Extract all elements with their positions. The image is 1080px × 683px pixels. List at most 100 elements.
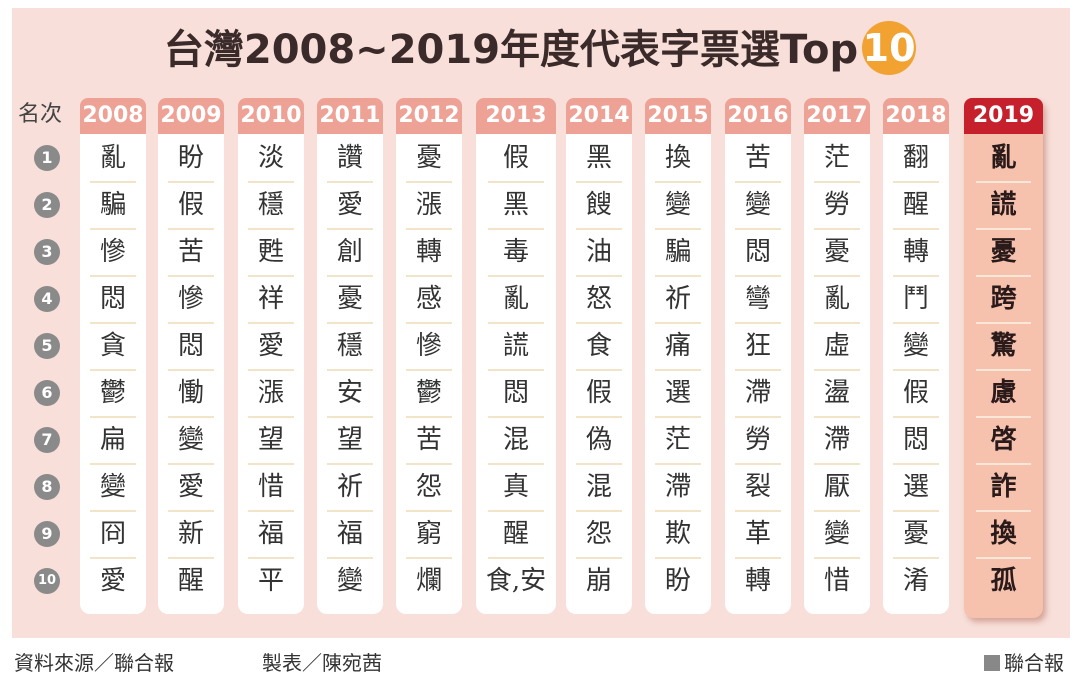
year-column: 2019 亂謊憂跨驚慮啓詐換孤 <box>964 98 1043 618</box>
word-cell: 食 <box>585 331 612 361</box>
word-cell: 假 <box>902 378 929 408</box>
row-divider <box>734 557 782 559</box>
word-cell: 變 <box>664 190 691 220</box>
row-divider <box>326 369 374 371</box>
word-cell: 悶 <box>744 237 771 267</box>
row-divider <box>654 322 702 324</box>
word-cell: 混 <box>585 472 612 502</box>
row-divider <box>488 463 544 465</box>
word-cell: 謊 <box>502 331 529 361</box>
row-divider <box>89 463 137 465</box>
year-column: 2011 讚愛創憂穩安望祈福變 <box>317 98 383 614</box>
rank-number-icon: 3 <box>34 239 60 265</box>
year-column: 2009 盼假苦慘悶慟變愛新醒 <box>158 98 224 614</box>
word-cell: 慘 <box>99 237 126 267</box>
word-cell: 醒 <box>502 519 529 549</box>
row-divider <box>734 369 782 371</box>
row-divider <box>734 275 782 277</box>
row-divider <box>405 416 453 418</box>
year-header: 2015 <box>645 98 711 134</box>
word-cell: 醒 <box>902 190 929 220</box>
row-divider <box>892 369 940 371</box>
year-column: 2013 假黑毒亂謊悶混真醒食,安 <box>476 98 556 614</box>
year-column: 2010 淡穩甦祥愛漲望惜福平 <box>238 98 304 614</box>
word-cell: 慮 <box>990 378 1017 408</box>
row-divider <box>813 275 861 277</box>
row-divider <box>575 369 623 371</box>
row-divider <box>488 181 544 183</box>
word-cell: 選 <box>664 378 691 408</box>
row-divider <box>326 275 374 277</box>
word-cell: 望 <box>257 425 284 455</box>
row-divider <box>89 181 137 183</box>
word-cell: 偽 <box>585 425 612 455</box>
word-cell: 穩 <box>257 190 284 220</box>
row-divider <box>892 416 940 418</box>
row-divider <box>734 510 782 512</box>
row-divider <box>892 557 940 559</box>
word-cell: 黑 <box>585 143 612 173</box>
row-divider <box>654 557 702 559</box>
row-divider <box>89 557 137 559</box>
word-cell: 選 <box>902 472 929 502</box>
word-cell: 騙 <box>664 237 691 267</box>
word-cell: 孤 <box>990 566 1017 596</box>
word-cell: 平 <box>257 566 284 596</box>
word-cell: 茫 <box>823 143 850 173</box>
row-divider <box>326 510 374 512</box>
row-divider <box>734 463 782 465</box>
word-cell: 福 <box>257 519 284 549</box>
year-header: 2012 <box>396 98 462 134</box>
year-column: 2015 換變騙祈痛選茫滯欺盼 <box>645 98 711 614</box>
word-cell: 黑 <box>502 190 529 220</box>
row-divider <box>734 228 782 230</box>
word-cell: 漲 <box>415 190 442 220</box>
row-divider <box>247 463 295 465</box>
word-cell: 盼 <box>177 143 204 173</box>
year-column: 2008 亂騙慘悶貪鬱扁變冏愛 <box>80 98 146 614</box>
word-cell: 詐 <box>990 472 1017 502</box>
row-divider <box>734 181 782 183</box>
word-cell: 亂 <box>990 143 1017 173</box>
word-cell: 假 <box>177 190 204 220</box>
word-cell: 扁 <box>99 425 126 455</box>
word-cell: 亂 <box>823 284 850 314</box>
row-divider <box>813 228 861 230</box>
brand-square-icon <box>984 655 1000 671</box>
word-cell: 悶 <box>177 331 204 361</box>
word-cell: 狂 <box>744 331 771 361</box>
year-column: 2016 苦變悶彎狂滯勞裂革轉 <box>725 98 791 614</box>
word-cell: 亂 <box>99 143 126 173</box>
row-divider <box>813 557 861 559</box>
word-cell: 假 <box>585 378 612 408</box>
row-divider <box>892 510 940 512</box>
row-divider <box>654 510 702 512</box>
rank-number-icon: 2 <box>34 192 60 218</box>
row-divider <box>405 275 453 277</box>
row-divider <box>975 181 1032 183</box>
year-header: 2014 <box>566 98 632 134</box>
word-cell: 欺 <box>664 519 691 549</box>
word-cell: 新 <box>177 519 204 549</box>
word-cell: 醒 <box>177 566 204 596</box>
word-cell: 慘 <box>177 284 204 314</box>
row-divider <box>326 463 374 465</box>
word-cell: 惜 <box>257 472 284 502</box>
row-divider <box>892 181 940 183</box>
word-cell: 甦 <box>257 237 284 267</box>
word-cell: 感 <box>415 284 442 314</box>
word-cell: 憂 <box>336 284 363 314</box>
row-divider <box>892 228 940 230</box>
row-divider <box>405 181 453 183</box>
rank-number-icon: 6 <box>34 380 60 406</box>
row-divider <box>405 510 453 512</box>
row-divider <box>405 228 453 230</box>
word-cell: 憂 <box>990 237 1017 267</box>
word-cell: 苦 <box>415 425 442 455</box>
row-divider <box>247 181 295 183</box>
year-header: 2010 <box>238 98 304 134</box>
row-divider <box>575 181 623 183</box>
row-divider <box>247 369 295 371</box>
page-title: 台灣2008~2019年度代表字票選Top 10 <box>0 21 1080 76</box>
row-divider <box>975 510 1032 512</box>
